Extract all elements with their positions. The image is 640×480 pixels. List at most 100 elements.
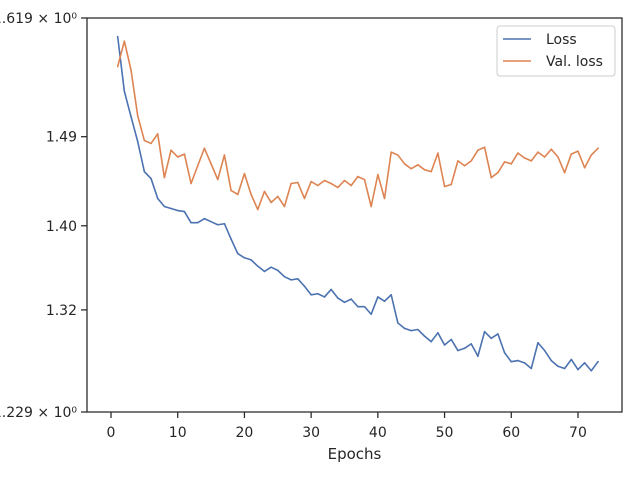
data-point-loss [196,221,199,224]
data-point-val-loss [263,190,266,193]
data-point-val-loss [270,201,272,204]
data-point-loss [377,296,379,298]
data-point-val-loss [577,150,579,152]
data-point-loss [223,222,226,225]
data-point-val-loss [397,154,399,156]
data-point-loss [383,300,386,303]
data-point-val-loss [543,156,546,158]
data-point-loss [116,35,119,38]
plot-frame [86,17,623,413]
data-point-val-loss [276,195,279,198]
data-point-loss [350,298,352,300]
data-point-val-loss [236,193,239,196]
data-point-val-loss [216,178,219,181]
data-point-val-loss [350,184,352,187]
data-point-val-loss [243,172,246,175]
data-point-loss [170,207,172,210]
x-tick-label: 10 [169,425,187,441]
data-point-loss [130,115,132,118]
data-point-loss [123,90,126,93]
data-point-loss [317,292,319,295]
y-tick-label: 1.229 × 10⁰ [0,405,77,421]
data-point-loss [550,359,553,362]
data-point-val-loss [130,69,132,71]
data-point-val-loss [176,156,179,158]
data-point-val-loss [383,197,386,200]
data-point-val-loss [256,208,259,211]
data-point-val-loss [143,139,146,142]
data-point-val-loss [203,147,206,150]
data-point-val-loss [410,167,413,170]
data-point-loss [590,369,593,372]
data-point-loss [143,170,146,173]
data-point-val-loss [123,40,126,42]
data-point-val-loss [250,193,252,196]
data-point-val-loss [563,171,566,174]
data-point-val-loss [357,175,359,178]
data-point-val-loss [503,161,506,163]
data-point-val-loss [310,180,312,183]
data-point-loss [557,365,559,368]
x-tick-label: 60 [502,425,520,441]
data-point-loss [490,337,493,340]
data-point-loss [343,301,346,304]
data-point-loss [470,343,473,345]
data-point-val-loss [317,184,319,187]
data-point-loss [437,332,439,334]
data-point-loss [337,297,339,299]
data-point-val-loss [457,160,459,162]
data-point-val-loss [570,153,573,155]
data-point-loss [430,340,433,343]
data-point-val-loss [537,151,539,153]
data-point-val-loss [557,156,559,158]
data-point-val-loss [337,186,339,189]
x-axis-label: Epochs [328,445,382,463]
data-point-val-loss [390,151,392,153]
legend-label-val-loss: Val. loss [546,54,603,70]
data-point-val-loss [363,178,366,181]
data-point-loss [397,322,399,324]
data-point-loss [283,275,286,278]
series-layer [116,35,599,372]
data-point-val-loss [483,146,486,149]
x-tick-label: 30 [302,425,320,441]
data-point-val-loss [490,176,493,179]
data-point-val-loss [590,154,593,156]
data-point-val-loss [223,154,226,156]
data-point-loss [577,368,579,371]
legend-label-loss: Loss [546,32,577,48]
data-point-val-loss [597,147,599,150]
data-point-loss [243,256,246,259]
x-tick-label: 20 [236,425,254,441]
data-point-val-loss [283,205,286,208]
data-point-loss [417,328,419,331]
y-tick-label: 1.49 [46,130,77,146]
data-point-val-loss [403,163,406,165]
data-point-loss [450,338,453,341]
data-point-val-loss [550,148,553,151]
data-point-loss [543,349,546,352]
data-point-loss [570,358,573,361]
data-point-val-loss [163,176,166,179]
data-point-loss [323,296,326,298]
data-point-val-loss [470,160,473,162]
x-axis-ticks: 0 10 20 30 40 50 60 70 [107,412,587,441]
data-point-loss [537,341,539,344]
data-point-loss [410,329,413,332]
axes-layer [86,17,623,413]
data-point-loss [297,278,299,280]
x-tick-label: 70 [569,425,587,441]
y-axis-ticks: 1.229 × 10⁰ 1.32 1.40 1.49 1.619 × 10⁰ [0,11,87,421]
y-tick-label: 1.32 [46,303,77,319]
data-point-loss [503,351,506,354]
data-point-loss [150,177,152,180]
data-point-val-loss [517,152,519,154]
series-line-loss [116,35,599,372]
data-point-val-loss [330,182,332,185]
data-point-val-loss [417,164,419,166]
data-point-loss [530,367,533,370]
data-point-val-loss [463,164,466,167]
data-point-val-loss [423,168,426,171]
data-point-val-loss [116,65,119,68]
data-point-loss [583,362,586,364]
